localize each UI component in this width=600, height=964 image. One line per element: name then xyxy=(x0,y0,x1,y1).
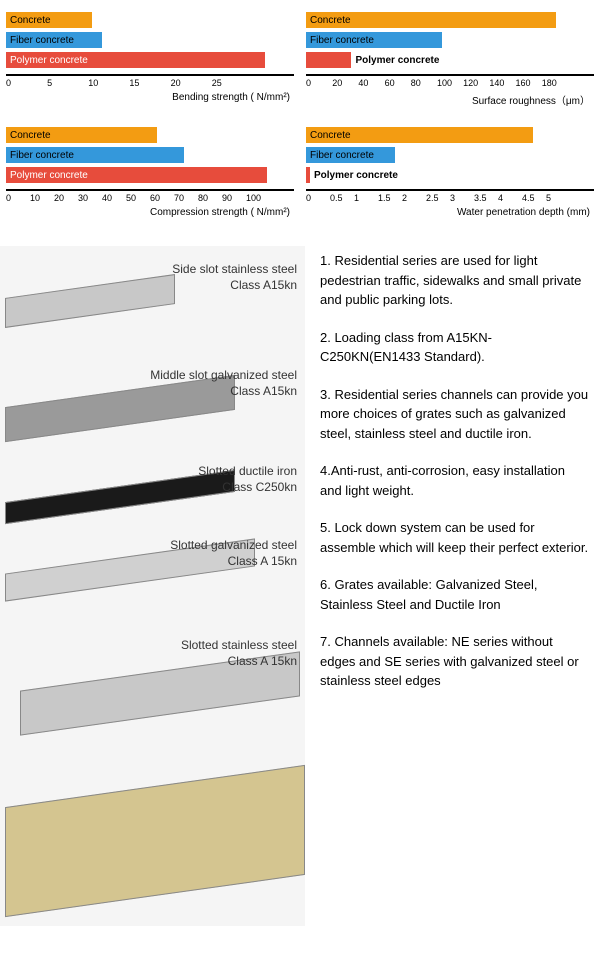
description-paragraph: 3. Residential series channels can provi… xyxy=(320,385,590,444)
bar-chart: Concrete Fiber concrete Polymer concrete 02… xyxy=(305,5,595,110)
chart-title: Water penetration depth (mm) xyxy=(306,205,594,220)
bar-chart: Concrete Fiber concrete Polymer concrete 05… xyxy=(5,5,295,110)
grate-label: Slotted ductile ironClass C250kn xyxy=(198,464,297,495)
grate-title: Slotted galvanized steel xyxy=(170,538,297,554)
grate-class: Class A15kn xyxy=(150,384,297,400)
chart-bar xyxy=(306,167,310,183)
bar-chart: Concrete Fiber concrete Polymer concrete 01… xyxy=(5,120,295,221)
grate-label: Side slot stainless steelClass A15kn xyxy=(172,262,297,293)
description-paragraph: 4.Anti-rust, anti-corrosion, easy instal… xyxy=(320,461,590,500)
chart-bar: Fiber concrete xyxy=(306,147,395,163)
grate-label: Slotted galvanized steelClass A 15kn xyxy=(170,538,297,569)
grate-class: Class C250kn xyxy=(198,480,297,496)
x-axis: 00.511.522.533.544.55 xyxy=(306,191,594,205)
bar-label: Polymer concrete xyxy=(355,55,439,66)
description-paragraph: 2. Loading class from A15KN-C250KN(EN143… xyxy=(320,328,590,367)
grate-title: Slotted ductile iron xyxy=(198,464,297,480)
charts-grid: Concrete Fiber concrete Polymer concrete 05… xyxy=(0,0,600,226)
description-paragraph: 5. Lock down system can be used for asse… xyxy=(320,518,590,557)
chart-title: Bending strength ( N/mm²) xyxy=(6,90,294,105)
chart-title: Surface roughness（μm） xyxy=(306,90,594,109)
chart-bar xyxy=(306,52,351,68)
chart-bar: Concrete xyxy=(306,127,533,143)
grate-class: Class A 15kn xyxy=(181,654,297,670)
grate-visual xyxy=(5,765,305,917)
grate-title: Middle slot galvanized steel xyxy=(150,368,297,384)
chart-bar: Polymer concrete xyxy=(6,52,265,68)
chart-bar: Polymer concrete xyxy=(6,167,267,183)
bottom-section: Side slot stainless steelClass A15knMidd… xyxy=(0,246,600,926)
chart-bar: Concrete xyxy=(6,12,92,28)
grate-visual xyxy=(5,274,175,328)
chart-bar: Fiber concrete xyxy=(6,32,102,48)
chart-title: Compression strength ( N/mm²) xyxy=(6,205,294,220)
grate-class: Class A15kn xyxy=(172,278,297,294)
chart-bar: Fiber concrete xyxy=(6,147,184,163)
x-axis: 020406080100120140160180 xyxy=(306,76,594,90)
bar-chart: Concrete Fiber concrete Polymer concrete 00… xyxy=(305,120,595,221)
x-axis: 0102030405060708090100 xyxy=(6,191,294,205)
x-axis: 0510152025 xyxy=(6,76,294,90)
grate-class: Class A 15kn xyxy=(170,554,297,570)
description-paragraph: 6. Grates available: Galvanized Steel, S… xyxy=(320,575,590,614)
grate-label: Slotted stainless steelClass A 15kn xyxy=(181,638,297,669)
product-diagram: Side slot stainless steelClass A15knMidd… xyxy=(0,246,305,926)
grate-title: Side slot stainless steel xyxy=(172,262,297,278)
bar-label: Polymer concrete xyxy=(314,170,398,181)
description-paragraph: 7. Channels available: NE series without… xyxy=(320,632,590,691)
description-paragraph: 1. Residential series are used for light… xyxy=(320,251,590,310)
chart-bar: Concrete xyxy=(6,127,157,143)
product-description: 1. Residential series are used for light… xyxy=(305,246,600,926)
grate-label: Middle slot galvanized steelClass A15kn xyxy=(150,368,297,399)
chart-bar: Concrete xyxy=(306,12,556,28)
chart-bar: Fiber concrete xyxy=(306,32,442,48)
grate-title: Slotted stainless steel xyxy=(181,638,297,654)
